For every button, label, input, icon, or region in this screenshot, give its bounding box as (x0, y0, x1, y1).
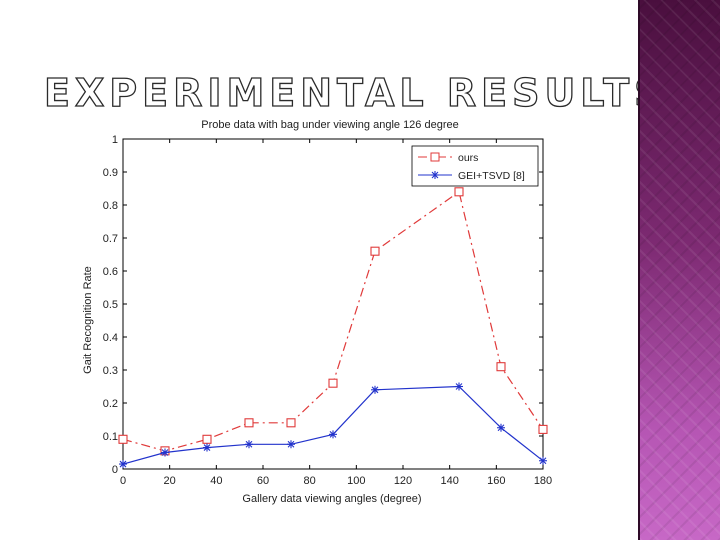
y-tick-label: 1 (112, 134, 118, 146)
data-point-ours (286, 418, 296, 428)
y-tick-label: 0.5 (103, 299, 118, 311)
y-tick-label: 0 (112, 464, 118, 476)
x-tick-label: 120 (394, 475, 412, 487)
data-point-ours (538, 424, 548, 434)
legend-label: GEI+TSVD [8] (458, 170, 525, 182)
x-tick-label: 160 (487, 475, 505, 487)
x-tick-label: 0 (120, 475, 126, 487)
data-point-gei-tsvd (329, 430, 337, 439)
data-point-gei-tsvd (371, 385, 379, 394)
data-point-ours (496, 362, 506, 372)
legend-marker-square (430, 152, 440, 162)
data-point-gei-tsvd (119, 460, 127, 469)
x-tick-label: 100 (347, 475, 365, 487)
data-point-ours (244, 418, 254, 428)
x-tick-label: 140 (440, 475, 458, 487)
y-tick-label: 0.8 (103, 200, 118, 212)
data-point-gei-tsvd (497, 423, 505, 432)
x-tick-label: 60 (257, 475, 269, 487)
legend-marker-star (431, 171, 439, 179)
data-point-ours (202, 434, 212, 444)
data-point-gei-tsvd (161, 448, 169, 457)
plot-area: 0 20 40 60 80 100 120 140 160 180 0 0.1 0.2 0.3 0.4 0.5… (103, 134, 552, 487)
data-point-gei-tsvd (539, 456, 547, 465)
data-point-gei-tsvd (245, 440, 253, 449)
data-point-gei-tsvd (287, 440, 295, 449)
series-line-ours (122, 190, 544, 452)
y-axis-label: Gait Recognition Rate (82, 266, 94, 374)
y-tick-label: 0.9 (103, 167, 118, 179)
data-point-ours (118, 434, 128, 444)
x-tick-label: 180 (534, 475, 552, 487)
y-tick-label: 0.6 (103, 266, 118, 278)
y-tick-label: 0.3 (103, 365, 118, 377)
x-axis-label: Gallery data viewing angles (degree) (242, 493, 421, 505)
y-tick-label: 0.4 (103, 332, 118, 344)
data-point-ours (328, 378, 338, 388)
data-point-gei-tsvd (455, 382, 463, 391)
series-line-gei-tsvd (122, 385, 544, 465)
decorative-side-panel (640, 0, 720, 540)
x-tick-label: 20 (164, 475, 176, 487)
line-chart: Probe data with bag under viewing angle … (70, 112, 560, 512)
y-tick-label: 0.7 (103, 233, 118, 245)
chart-legend: ours GEI+TSVD [8] (411, 145, 539, 187)
data-point-gei-tsvd (203, 443, 211, 452)
y-tick-label: 0.2 (103, 398, 118, 410)
data-point-ours (454, 187, 464, 197)
x-tick-label: 40 (210, 475, 222, 487)
slide-title: EXPERIMENTAL RESULTS (43, 71, 667, 115)
x-tick-label: 80 (304, 475, 316, 487)
legend-label: ours (458, 152, 478, 164)
data-point-ours (370, 246, 380, 256)
side-panel-edge (638, 0, 640, 540)
chart-title: Probe data with bag under viewing angle … (201, 119, 458, 131)
y-tick-label: 0.1 (103, 431, 118, 443)
